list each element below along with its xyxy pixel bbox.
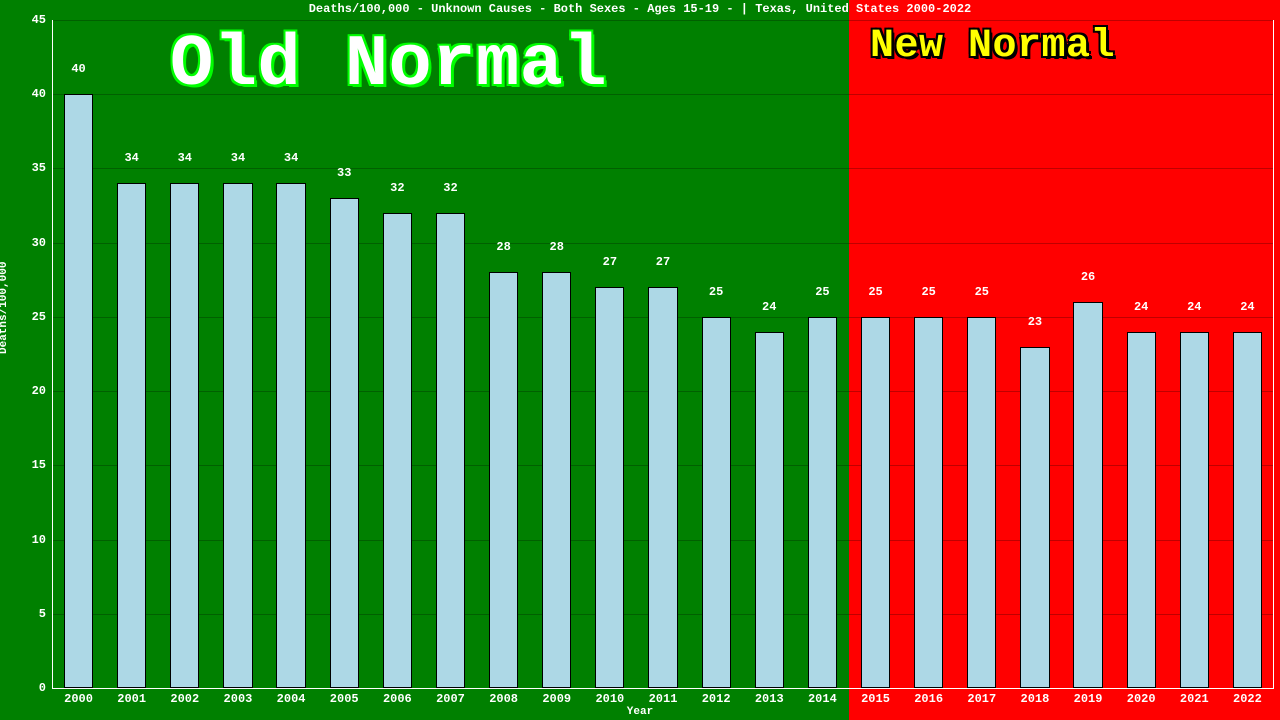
bar-value-label: 34 [231,151,245,167]
bar-value-label: 24 [1240,300,1254,316]
bar-value-label: 33 [337,166,351,182]
bar-value-label: 24 [1134,300,1148,316]
bar-value-label: 24 [1187,300,1201,316]
y-tick-label: 20 [32,384,52,398]
x-tick-label: 2019 [1074,688,1103,706]
bar-value-label: 40 [71,62,85,78]
x-tick-label: 2004 [277,688,306,706]
grid-line [52,168,1274,169]
x-tick-label: 2021 [1180,688,1209,706]
bar-value-label: 25 [815,285,829,301]
bar [648,287,677,688]
bar-value-label: 23 [1028,315,1042,331]
x-tick-label: 2010 [595,688,624,706]
x-tick-label: 2000 [64,688,93,706]
annotation-new-normal: New Normal [870,24,1115,69]
bar [117,183,146,688]
x-tick-label: 2007 [436,688,465,706]
x-tick-label: 2008 [489,688,518,706]
bar [1020,347,1049,688]
plot-area: 0510152025303540454020003420013420023420… [52,20,1274,688]
x-tick-label: 2015 [861,688,890,706]
x-tick-label: 2017 [967,688,996,706]
bar-value-label: 34 [124,151,138,167]
x-axis [52,688,1274,689]
x-tick-label: 2014 [808,688,837,706]
bar [170,183,199,688]
bar [1073,302,1102,688]
bar [330,198,359,688]
bar [967,317,996,688]
chart-title: Deaths/100,000 - Unknown Causes - Both S… [0,2,1280,16]
x-tick-label: 2006 [383,688,412,706]
x-tick-label: 2022 [1233,688,1262,706]
x-tick-label: 2001 [117,688,146,706]
bar-value-label: 25 [975,285,989,301]
y-axis-label: Deaths/100,000 [0,262,10,354]
deaths-bar-chart: 0510152025303540454020003420013420023420… [0,0,1280,720]
y-tick-label: 25 [32,310,52,324]
bar-value-label: 27 [603,255,617,271]
bar [861,317,890,688]
y-tick-label: 40 [32,87,52,101]
bar [1127,332,1156,688]
grid-line [52,20,1274,21]
bar [223,183,252,688]
bar-value-label: 25 [868,285,882,301]
x-tick-label: 2020 [1127,688,1156,706]
bar [489,272,518,688]
bar [1233,332,1262,688]
y-tick-label: 30 [32,236,52,250]
y-tick-label: 0 [39,681,52,695]
y-axis-right [1273,20,1274,688]
y-tick-label: 10 [32,533,52,547]
bar-value-label: 32 [390,181,404,197]
y-tick-label: 35 [32,161,52,175]
bar [914,317,943,688]
x-tick-label: 2002 [170,688,199,706]
bar [595,287,624,688]
bar-value-label: 24 [762,300,776,316]
bar-value-label: 26 [1081,270,1095,286]
annotation-old-normal: Old Normal [170,24,607,106]
bar [755,332,784,688]
bar [702,317,731,688]
y-tick-label: 5 [39,607,52,621]
bar [1180,332,1209,688]
x-tick-label: 2005 [330,688,359,706]
x-tick-label: 2009 [542,688,571,706]
bar [808,317,837,688]
bar [542,272,571,688]
x-tick-label: 2011 [649,688,678,706]
x-tick-label: 2016 [914,688,943,706]
bar [383,213,412,688]
bar-value-label: 34 [178,151,192,167]
bar [436,213,465,688]
bar [276,183,305,688]
bar-value-label: 32 [443,181,457,197]
bar-value-label: 27 [656,255,670,271]
x-tick-label: 2018 [1021,688,1050,706]
bar-value-label: 28 [550,240,564,256]
x-tick-label: 2013 [755,688,784,706]
x-tick-label: 2003 [224,688,253,706]
x-tick-label: 2012 [702,688,731,706]
y-tick-label: 15 [32,458,52,472]
bar-value-label: 25 [921,285,935,301]
y-axis [52,20,53,688]
x-axis-label: Year [0,706,1280,718]
bar-value-label: 28 [496,240,510,256]
bar-value-label: 34 [284,151,298,167]
bar [64,94,93,688]
bar-value-label: 25 [709,285,723,301]
